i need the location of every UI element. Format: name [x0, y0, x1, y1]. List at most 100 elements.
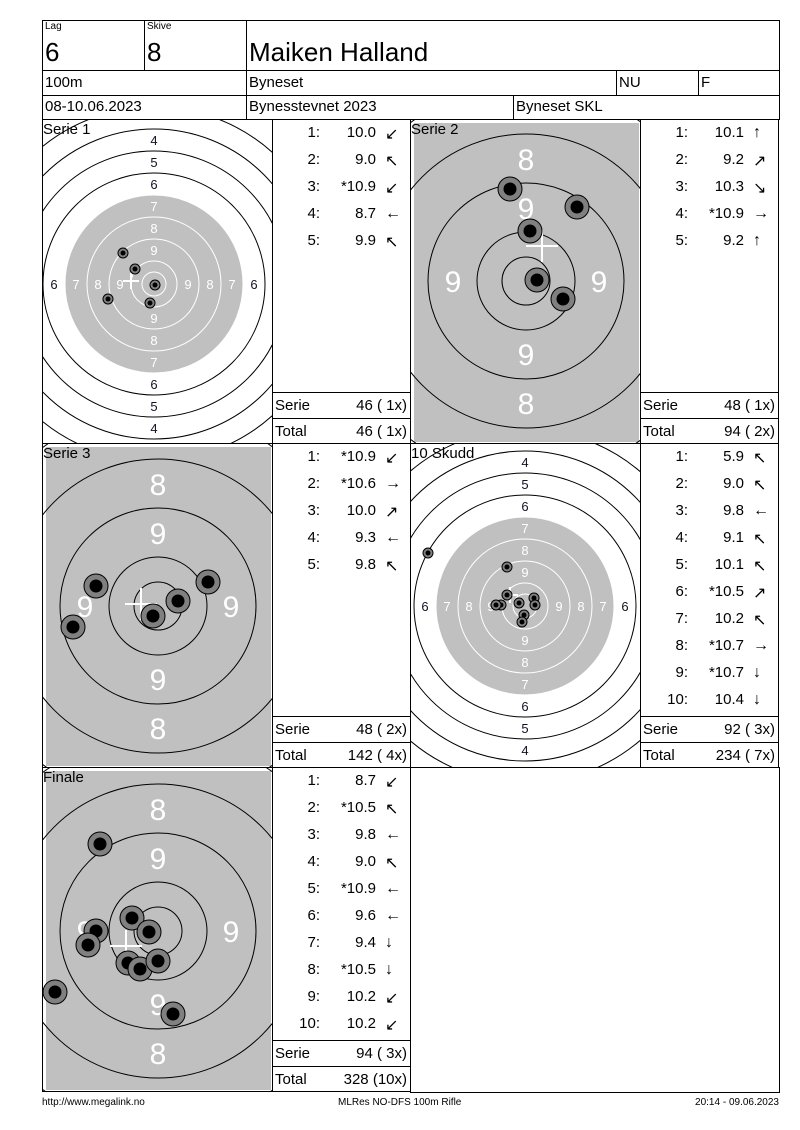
- shot-row: 5: 9.8 ↖: [273, 556, 410, 576]
- shot-hole: [129, 263, 141, 275]
- shot-row: 1: *10.9 ↙: [273, 448, 410, 468]
- shot-value: 10.2: [346, 988, 376, 1005]
- shot-row: 9: *10.7 ↓: [641, 664, 778, 684]
- empty-cell: [410, 767, 780, 1093]
- arrow-up-left-icon: ↖: [753, 477, 767, 494]
- shot-value: *10.7: [708, 637, 744, 654]
- ring: [59, 832, 257, 1030]
- shot-row: 7: 10.2 ↖: [641, 610, 778, 630]
- shot-row: 4: 9.3 ←: [273, 529, 410, 549]
- shot-value: 10.0: [346, 124, 376, 141]
- serie-sum-row: Serie 46 ( 1x): [273, 392, 410, 418]
- shot-hole: [165, 588, 191, 614]
- ring-label: 7: [599, 599, 606, 614]
- shot-hole: [490, 599, 502, 611]
- ring-label: 6: [521, 699, 528, 714]
- organizer-cell: Byneset SKL: [513, 95, 780, 120]
- shot-row: 4: 9.1 ↖: [641, 529, 778, 549]
- shot-row: 4: 9.0 ↖: [273, 853, 410, 873]
- shot-hole: [422, 547, 434, 559]
- event: Bynesstevnet 2023: [249, 98, 377, 115]
- ring: [43, 783, 272, 1079]
- shot-value: 10.0: [346, 502, 376, 519]
- arrow-down-icon: ↓: [753, 664, 761, 681]
- ring-label: 8: [206, 277, 213, 292]
- ring-label: 7: [150, 355, 157, 370]
- ring-label: 9: [150, 664, 167, 697]
- arrow-up-icon: ↑: [753, 232, 761, 249]
- shot-row: 10: 10.2 ↙: [273, 1015, 410, 1035]
- club-cell: Byneset: [246, 70, 617, 96]
- shot-row: 6: *10.5 ↗: [641, 583, 778, 603]
- shot-hole: [43, 979, 68, 1005]
- organizer: Byneset SKL: [516, 98, 603, 115]
- total-sum-row: Total 46 ( 1x): [273, 418, 410, 444]
- shot-hole: [517, 218, 543, 244]
- target-black-area: [436, 517, 614, 695]
- shot-hole: [160, 1001, 186, 1027]
- footer-url[interactable]: http://www.megalink.no: [42, 1097, 145, 1108]
- shot-number: 1:: [675, 124, 688, 141]
- shot-number: 3:: [307, 826, 320, 843]
- shot-number: 9:: [307, 988, 320, 1005]
- arrow-up-left-icon: ↖: [385, 855, 399, 872]
- shot-number: 4:: [675, 529, 688, 546]
- shot-hole: [501, 589, 513, 601]
- ring-label: 4: [521, 743, 528, 758]
- gender-cell: F: [698, 70, 780, 96]
- shot-hole: [144, 297, 156, 309]
- ring-label: 7: [521, 521, 528, 536]
- shot-row: 3: *10.9 ↙: [273, 178, 410, 198]
- shot-number: 4:: [307, 853, 320, 870]
- ring-label: 8: [518, 388, 535, 421]
- shot-number: 1:: [675, 448, 688, 465]
- ring-label: 6: [521, 499, 528, 514]
- shot-row: 4: *10.9 →: [641, 205, 778, 225]
- arrow-up-left-icon: ↖: [385, 153, 399, 170]
- ring-4: [43, 128, 272, 440]
- serie-label: Serie: [275, 1045, 311, 1062]
- shot-value: 10.1: [714, 124, 744, 141]
- shot-row: 8: *10.5 ↓: [273, 961, 410, 981]
- ring-label: 4: [150, 421, 157, 436]
- shot-value: 8.7: [355, 205, 376, 222]
- shot-hole: [83, 573, 109, 599]
- shot-number: 4:: [307, 205, 320, 222]
- ring-label: 8: [150, 469, 167, 502]
- shot-row: 2: *10.6 →: [273, 475, 410, 495]
- target-5: 899998Finale: [42, 767, 273, 1092]
- shot-value: 9.8: [355, 556, 376, 573]
- ring-label: 7: [72, 277, 79, 292]
- shot-value: 9.8: [355, 826, 376, 843]
- ring-label: 9: [150, 243, 157, 258]
- total-value: 142 ( 4x): [347, 747, 407, 764]
- shot-value: *10.5: [708, 583, 744, 600]
- arrow-down-left-icon: ↙: [385, 1017, 399, 1034]
- shot-hole: [136, 919, 162, 945]
- shot-value: 9.9: [355, 232, 376, 249]
- shot-list-5: 1: 8.7 ↙ 2: *10.5 ↖ 3: 9.8 ← 4: 9.0 ↖ 5: *10.9 ← 6: 9.6 ←…: [272, 767, 411, 1092]
- ring-label: 8: [94, 277, 101, 292]
- arrow-up-icon: ↑: [753, 124, 761, 141]
- arrow-left-icon: ←: [385, 529, 401, 546]
- ring-label: 9: [445, 266, 462, 299]
- shot-value: 9.4: [355, 934, 376, 951]
- ring-label: 9: [150, 518, 167, 551]
- ring-7: [64, 194, 244, 374]
- serie-value: 46 ( 1x): [356, 397, 407, 414]
- gender: F: [701, 74, 711, 91]
- arrow-down-left-icon: ↙: [385, 990, 399, 1007]
- serie-label: Serie: [643, 721, 679, 738]
- shot-row: 2: 9.0 ↖: [641, 475, 778, 495]
- total-label: Total: [643, 747, 675, 764]
- ring-label: 5: [521, 477, 528, 492]
- shooter-name: Maiken Halland: [249, 37, 429, 67]
- shot-row: 2: *10.5 ↖: [273, 799, 410, 819]
- shot-value: 9.0: [723, 475, 744, 492]
- shot-hole: [516, 616, 528, 628]
- ring-label: 5: [521, 721, 528, 736]
- ring-label: 5: [150, 155, 157, 170]
- ring-9: [108, 238, 200, 330]
